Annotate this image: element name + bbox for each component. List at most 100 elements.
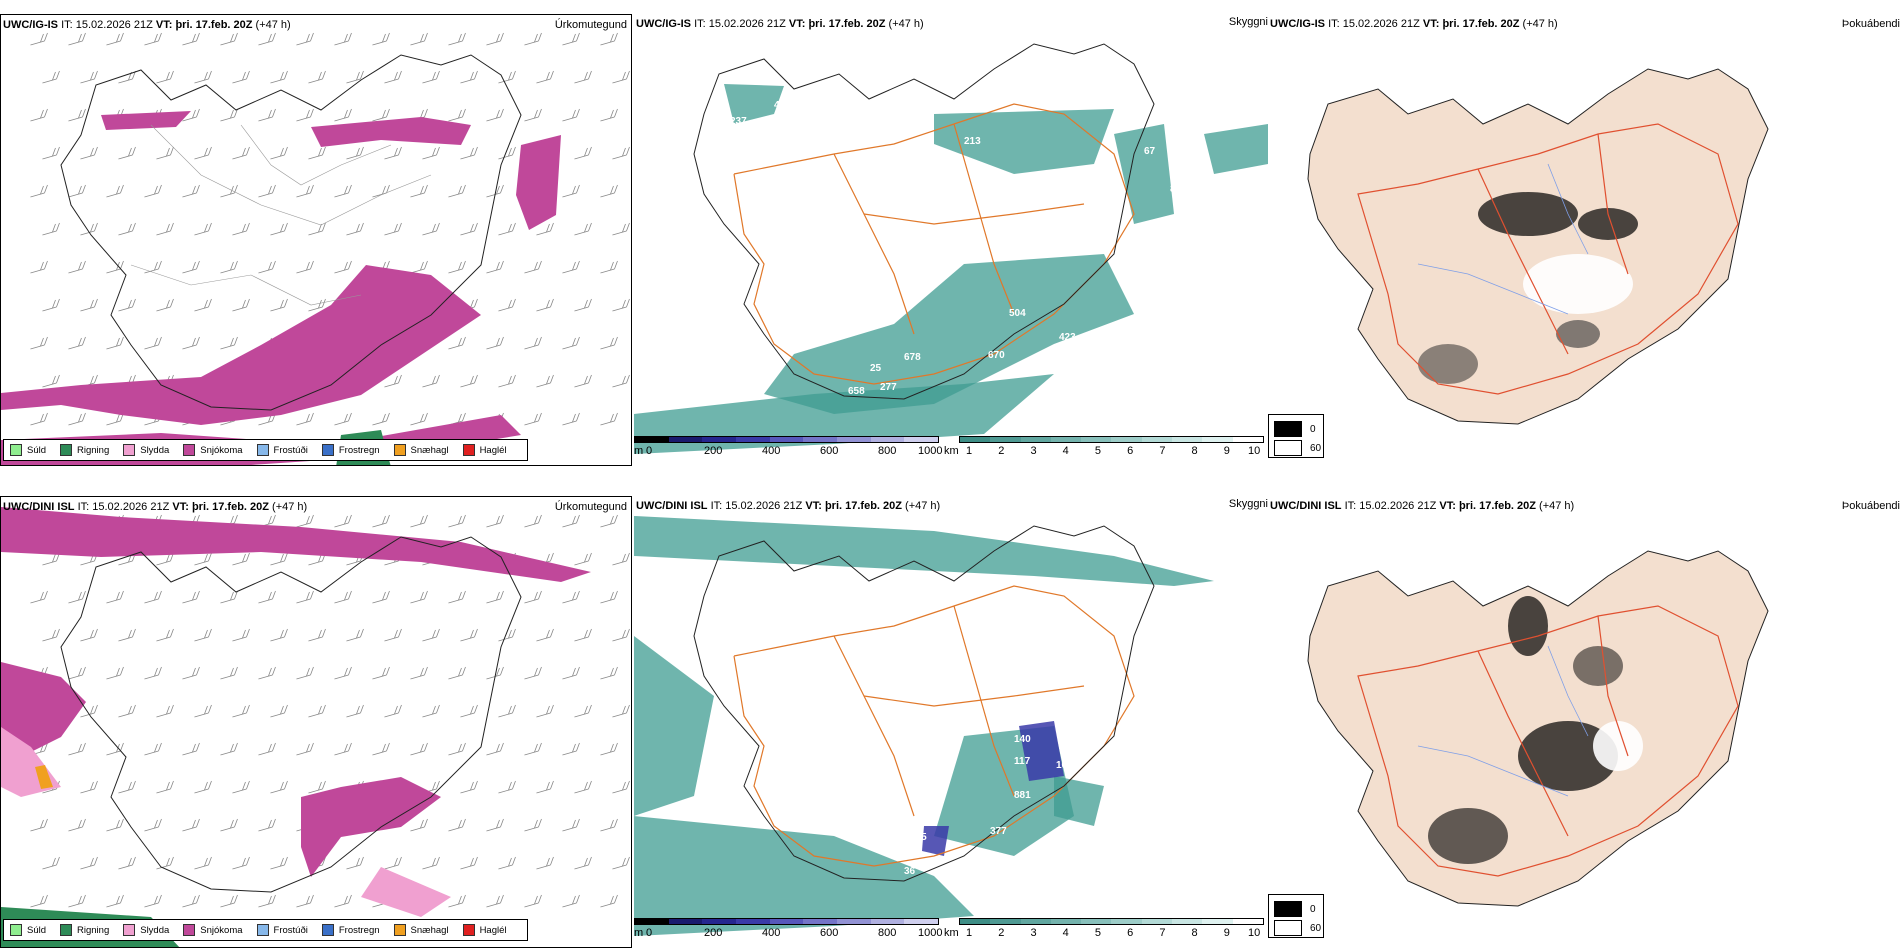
fog-shading [1428,596,1643,864]
panel-title: UWC/IG-IS IT: 15.02.2026 21Z VT: þri. 17… [3,19,291,31]
colorbar-km-strip [959,436,1264,443]
colorbar-tick-km: 9 [1223,927,1230,939]
legend-label: Frostúði [273,444,308,456]
legend-item: Slydda [123,444,169,456]
legend-swatch [10,444,22,456]
colorbar-tick-km: 8 [1191,927,1198,939]
legend-swatch [256,444,269,456]
panel-variable: Skyggni [1228,16,1268,28]
fog-legend: 0 60 [1268,414,1324,458]
road-network [1357,123,1739,395]
legend-label: Súld [27,444,47,456]
legend-item: Slydda [123,924,169,936]
colorbar-unit-km: km [944,927,959,939]
colorbar-tick-km: 10 [1248,445,1261,457]
legend-item: Snjókoma [183,444,243,456]
panel-visibility-bottom: 140 117 166 881 377 215 36 Skyggni UWC/DINI IS… [634,496,1268,948]
colorbar-km-strip [959,918,1264,925]
colorbar-meters-strip [634,436,939,443]
colorbar-tick-m: 1000 [918,445,943,457]
legend-swatch [183,924,196,936]
visibility-value-label: 237 [730,116,747,127]
ice-pellet-area [35,765,53,789]
iceland-outline [693,43,1155,400]
colorbar-tick-km: 6 [1127,927,1134,939]
iceland-outline [693,525,1155,882]
precip-legend: Súld Rigning Slydda Snjókoma Frostúði Frostre… [3,439,528,461]
legend-swatch [393,444,406,456]
legend-swatch [393,924,406,936]
colorbar-tick-km: 5 [1094,927,1101,939]
visibility-value-label: 67 [1144,146,1156,157]
panel-title: UWC/DINI ISL IT: 15.02.2026 21Z VT: þri.… [636,500,941,512]
visibility-value-label: 658 [848,386,865,397]
colorbar-unit-m: m [634,445,644,457]
colorbar-tick-km: 2 [998,927,1005,939]
low-visibility [922,721,1064,856]
legend-label: Snæhagl [410,444,449,456]
panel-variable: Þokuábendi [1841,18,1900,30]
colorbar-tick-m: 600 [820,445,839,457]
contour-lines [130,124,432,306]
panel-variable: Úrkomutegund [554,501,627,513]
legend-swatch [462,444,475,456]
visibility-value-label: 25 [870,363,882,374]
panel-title: UWC/IG-IS IT: 15.02.2026 21Z VT: þri. 17… [1270,18,1558,30]
colorbar-tick-m: 0 [646,445,653,457]
road-network [733,585,1135,867]
legend-swatch [10,924,22,936]
legend-swatch [462,924,475,936]
legend-label: Frostregn [338,444,380,456]
legend-swatch [183,444,196,456]
visibility-value-label: 36 [904,866,916,877]
colorbar-tick-m: 600 [820,927,839,939]
panel-precip-type-bottom: UWC/DINI ISL IT: 15.02.2026 21Z VT: þri.… [0,496,632,948]
colorbar-tick-m: 400 [762,445,781,457]
panel-precip-type-top: UWC/IG-IS IT: 15.02.2026 21Z VT: þri. 17… [0,14,632,466]
colorbar-tick-km: 4 [1062,927,1069,939]
colorbar-tick-km: 5 [1094,445,1101,457]
fog-map-bottom [1307,550,1769,907]
legend-label: Slydda [140,444,170,456]
colorbar-tick-km: 4 [1062,445,1069,457]
colorbar-tick-m: 200 [704,445,723,457]
colorbar-tick-km: 10 [1248,927,1261,939]
visibility-value-label: 881 [1014,790,1031,801]
colorbar-tick-km: 8 [1191,445,1198,457]
legend-label: Rigning [77,924,110,936]
legend-swatch [321,924,334,936]
legend-swatch [60,444,73,456]
land-fill [1307,68,1769,425]
visibility-value-label: 635 [779,138,796,149]
legend-swatch [123,444,136,456]
legend-item: Súld [10,444,46,456]
iceland-outline [60,54,522,411]
visibility-value-label: 423 [1059,332,1076,343]
legend-item: Frostregn [321,924,380,936]
panel-visibility-top: 237 427 635 213 67 852 504 678 670 423 25 277 658 Sk… [634,14,1268,466]
visibility-colorbar: m km 0 200 400 600 800 1000 1 2 3 4 5 6 7 8 9 10 [634,436,1266,464]
legend-item: Haglél [462,444,507,456]
visibility-value-label: 277 [880,382,897,393]
legend-item: Frostúði [256,444,308,456]
visibility-value-label: 377 [990,826,1007,837]
legend-item: Haglél [462,924,507,936]
colorbar-meters-strip [634,918,939,925]
colorbar-tick-m: 1000 [918,927,943,939]
legend-label: Snjókoma [200,444,243,456]
fog-shading [1418,192,1638,384]
colorbar-tick-km: 9 [1223,445,1230,457]
visibility-value-label: 504 [1009,308,1026,319]
colorbar-tick-m: 800 [878,927,897,939]
legend-label: Haglél [479,444,507,456]
panel-title: UWC/DINI ISL IT: 15.02.2026 21Z VT: þri.… [1270,500,1575,512]
visibility-value-labels: 237 427 635 213 67 852 504 678 670 423 25 277 658 [730,100,1187,397]
colorbar-tick-m: 800 [878,445,897,457]
legend-label: Frostúði [273,924,308,936]
visibility-value-label: 117 [1014,756,1031,767]
legend-label: Súld [27,924,47,936]
legend-label: Frostregn [338,924,380,936]
legend-swatch [60,924,73,936]
colorbar-tick-km: 7 [1159,927,1166,939]
legend-item: Snæhagl [393,924,449,936]
